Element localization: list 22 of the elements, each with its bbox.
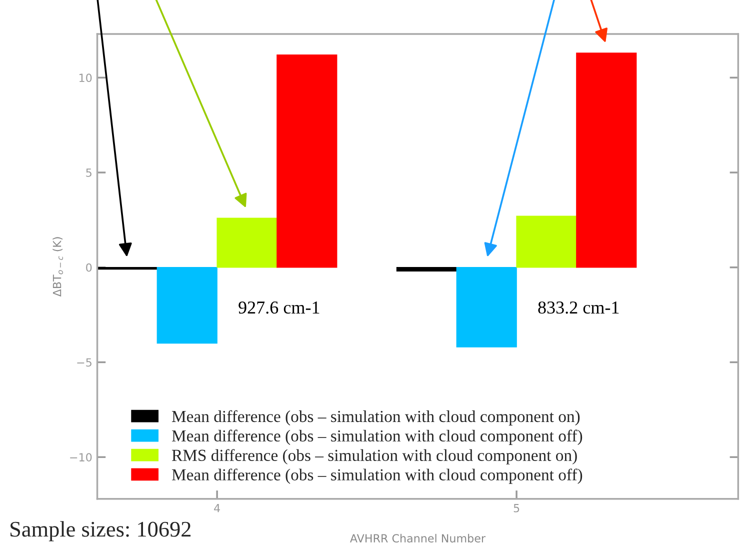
y-axis-title: ΔBT$_{o−c}$ (K): [52, 237, 64, 297]
y-tick-label: 5: [86, 168, 92, 177]
legend-label: Mean difference (obs – simulation with cloud component off): [172, 468, 582, 484]
bar: [276, 54, 338, 268]
x-axis-title: AVHRR Channel Number: [350, 534, 486, 543]
bar: [156, 267, 218, 344]
y-tick-label: −10: [70, 453, 92, 462]
text: Sample sizes: 10692: [10, 521, 191, 542]
x-tick-label: 4: [214, 504, 220, 512]
bar: [456, 267, 517, 348]
legend-label: Mean difference (obs – simulation with cloud component off): [172, 430, 582, 445]
bar: [576, 52, 637, 268]
bar: [216, 218, 278, 268]
bar: [516, 216, 577, 268]
y-tick-label: 0: [86, 263, 92, 272]
bar: [396, 267, 457, 272]
annotation: 927.6 cm-1: [238, 302, 320, 314]
legend-label: Mean difference (obs – simulation with cloud component on): [172, 410, 580, 426]
annotation: 833.2 cm-1: [538, 301, 619, 314]
legend-label: RMS difference (obs – simulation with cloud component on): [172, 449, 577, 464]
y-tick-label: 10: [79, 74, 92, 82]
y-tick-label: −5: [77, 358, 92, 367]
